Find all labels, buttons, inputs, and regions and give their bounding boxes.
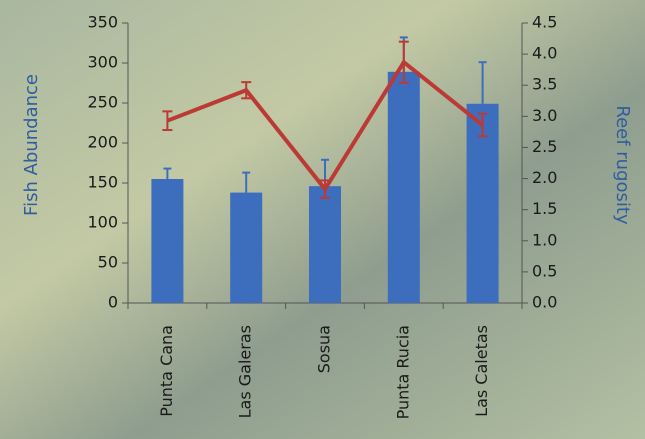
y-tick-label: 300 [87, 53, 118, 72]
y-tick-label: 150 [87, 173, 118, 192]
y2-tick-label: 1.5 [532, 199, 557, 218]
y2-tick-label: 4.0 [532, 44, 557, 63]
y-tick-label: 0 [108, 293, 118, 312]
y-tick-label: 350 [87, 13, 118, 32]
x-tick-label: Punta Rucia [393, 325, 412, 419]
y2-tick-label: 4.5 [532, 13, 557, 32]
y2-tick-label: 1.0 [532, 230, 557, 249]
x-tick-label: Punta Cana [157, 325, 176, 417]
y-axis-title: Fish Abundance [21, 74, 42, 216]
x-tick-label: Sosua [315, 325, 334, 373]
y-tick-label: 100 [87, 213, 118, 232]
bar [151, 179, 184, 303]
y-tick-label: 200 [87, 133, 118, 152]
y2-tick-label: 0.5 [532, 261, 557, 280]
y2-tick-label: 0.0 [532, 293, 557, 312]
y2-tick-label: 2.5 [532, 137, 557, 156]
bar [230, 192, 263, 303]
y2-tick-label: 3.5 [532, 75, 557, 94]
bar [387, 71, 420, 303]
y2-tick-label: 2.0 [532, 168, 557, 187]
y2-tick-label: 3.0 [532, 106, 557, 125]
x-tick-label: Las Galeras [236, 325, 255, 418]
y2-axis-title: Reef rugosity [612, 105, 633, 225]
y-tick-label: 50 [98, 253, 118, 272]
y-tick-label: 250 [87, 93, 118, 112]
x-tick-label: Las Caletas [472, 325, 491, 417]
bar [309, 186, 341, 303]
